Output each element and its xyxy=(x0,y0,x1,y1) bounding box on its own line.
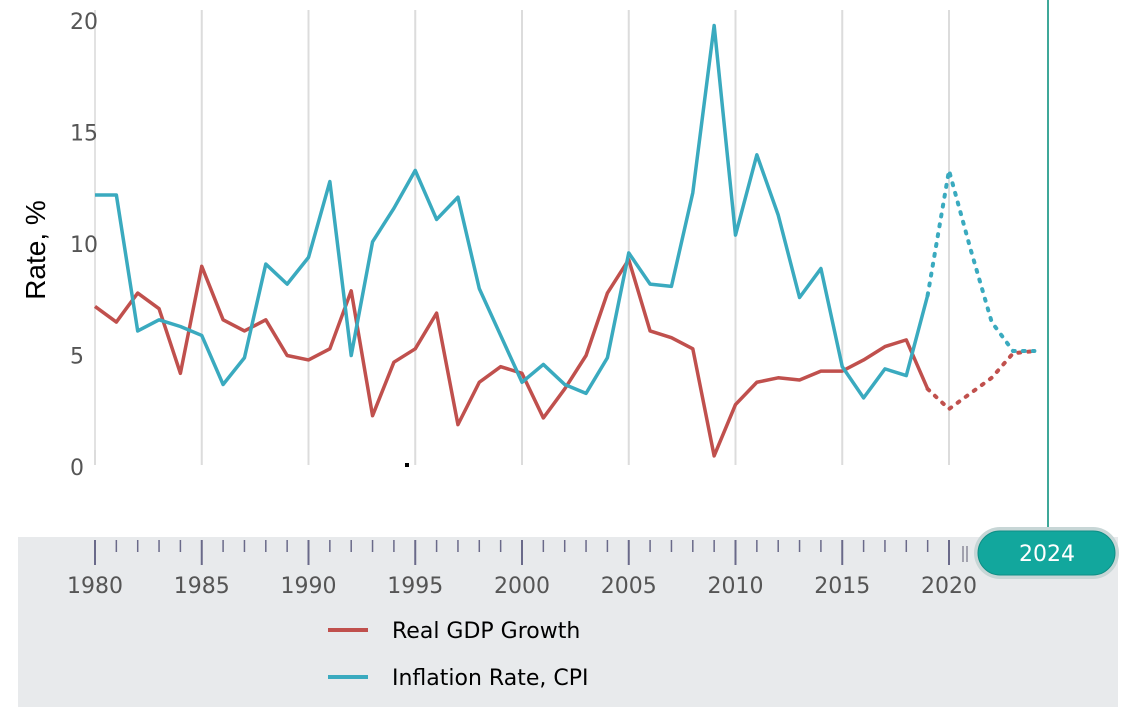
series-lines xyxy=(93,23,1037,458)
x-tick-label: 1985 xyxy=(174,574,230,599)
x-tick-label: 1995 xyxy=(387,574,443,599)
plot-area xyxy=(94,10,950,467)
x-tick-label: 2010 xyxy=(708,574,764,599)
x-tick-label: 2000 xyxy=(494,574,550,599)
y-tick-label: 15 xyxy=(70,122,98,147)
series-line-1 xyxy=(95,23,930,400)
forecast-line-0 xyxy=(925,349,1037,412)
x-tick-label: 2005 xyxy=(601,574,657,599)
marker-dot xyxy=(405,463,409,467)
y-axis: 0 5 10 15 20 xyxy=(70,10,98,481)
timeline-band xyxy=(18,537,1118,707)
y-axis-label: Rate, % xyxy=(20,200,51,300)
x-tick-label: 2020 xyxy=(921,574,977,599)
forecast-line-1 xyxy=(925,169,1037,354)
legend-label-0: Real GDP Growth xyxy=(392,619,580,644)
x-tick-label: 1990 xyxy=(281,574,337,599)
y-tick-label: 20 xyxy=(70,10,98,35)
legend-label-1: Inflation Rate, CPI xyxy=(392,666,588,691)
timeline-slider[interactable]: 2024 xyxy=(962,0,1119,579)
y-tick-label: 0 xyxy=(70,456,84,481)
series-line-0 xyxy=(93,257,930,458)
x-tick-label: 1980 xyxy=(67,574,123,599)
legend: Real GDP Growth Inflation Rate, CPI xyxy=(328,619,588,691)
x-axis: 1980 1985 1990 1995 2000 2005 2010 2015 2020 xyxy=(67,540,977,599)
y-tick-label: 5 xyxy=(70,345,84,370)
y-tick-label: 10 xyxy=(70,233,98,258)
x-tick-label: 2015 xyxy=(814,574,870,599)
slider-year-label: 2024 xyxy=(1019,542,1075,567)
timeline-background xyxy=(18,537,1118,707)
slider-handle[interactable] xyxy=(977,530,1116,576)
